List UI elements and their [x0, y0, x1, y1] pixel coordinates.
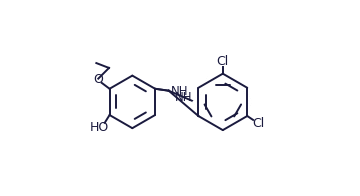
Text: Cl: Cl	[252, 117, 264, 130]
Text: HO: HO	[90, 121, 109, 134]
Text: NH: NH	[171, 85, 188, 98]
Text: NH: NH	[175, 91, 192, 104]
Text: Cl: Cl	[217, 55, 229, 68]
Text: O: O	[93, 73, 103, 86]
